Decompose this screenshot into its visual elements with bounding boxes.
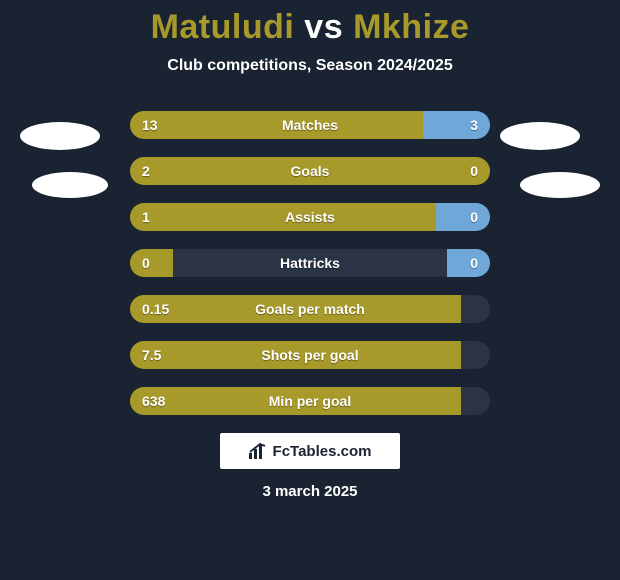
- avatar-left-1: [20, 122, 100, 150]
- value-right: 0: [470, 249, 478, 277]
- page-title: Matuludi vs Mkhize: [0, 0, 620, 47]
- stat-row: 13Matches3: [130, 111, 490, 139]
- value-right: 0: [470, 157, 478, 185]
- title-player1: Matuludi: [151, 8, 295, 46]
- stat-row: 0.15Goals per match: [130, 295, 490, 323]
- stat-label: Hattricks: [130, 249, 490, 277]
- stat-label: Goals: [130, 157, 490, 185]
- stat-label: Min per goal: [130, 387, 490, 415]
- stat-label: Matches: [130, 111, 490, 139]
- stat-row: 0Hattricks0: [130, 249, 490, 277]
- subtitle: Club competitions, Season 2024/2025: [0, 57, 620, 75]
- footer-badge: FcTables.com: [220, 433, 400, 469]
- title-player2: Mkhize: [353, 8, 469, 46]
- title-vs: vs: [304, 8, 343, 46]
- stat-row: 638Min per goal: [130, 387, 490, 415]
- chart-icon: [249, 443, 267, 459]
- stat-label: Assists: [130, 203, 490, 231]
- stat-label: Shots per goal: [130, 341, 490, 369]
- stats-container: 13Matches32Goals01Assists00Hattricks00.1…: [130, 111, 490, 415]
- footer-site: FcTables.com: [273, 443, 372, 460]
- stat-row: 7.5Shots per goal: [130, 341, 490, 369]
- value-right: 3: [470, 111, 478, 139]
- stat-row: 2Goals0: [130, 157, 490, 185]
- value-right: 0: [470, 203, 478, 231]
- stat-label: Goals per match: [130, 295, 490, 323]
- footer-date: 3 march 2025: [0, 483, 620, 500]
- avatar-left-2: [32, 172, 108, 198]
- avatar-right-1: [500, 122, 580, 150]
- avatar-right-2: [520, 172, 600, 198]
- stat-row: 1Assists0: [130, 203, 490, 231]
